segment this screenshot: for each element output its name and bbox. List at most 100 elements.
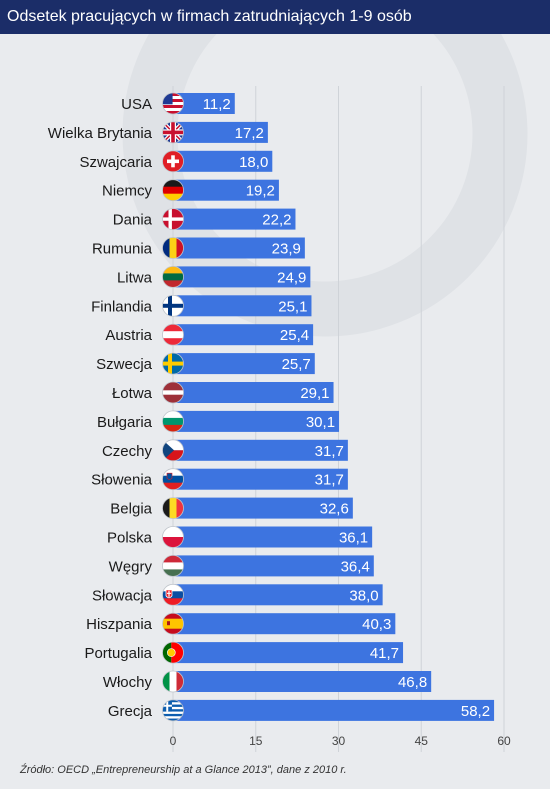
x-tick-label: 45 — [415, 734, 429, 748]
category-label: Rumunia — [92, 241, 153, 258]
bar-11 — [173, 382, 334, 403]
category-label: Dania — [113, 212, 153, 229]
value-label: 25,1 — [278, 298, 307, 315]
category-label: Grecja — [108, 703, 153, 720]
flag-dk-icon — [162, 208, 184, 231]
category-labels: USA Wielka Brytania Szwajcaria Niemcy Dania R… — [48, 96, 153, 720]
bar-19 — [173, 613, 396, 635]
value-label: 30,1 — [306, 414, 335, 431]
category-label: Austria — [105, 327, 152, 344]
bar-15 — [173, 497, 353, 519]
watermark-logo — [122, 34, 528, 337]
value-label: 24,9 — [277, 269, 306, 286]
category-label: Węgry — [109, 558, 153, 575]
flag-cz-icon — [162, 439, 184, 462]
bar-2 — [173, 121, 268, 143]
bar-5 — [173, 208, 296, 230]
value-label: 29,1 — [300, 385, 329, 402]
bar-21 — [173, 671, 432, 692]
value-label: 23,9 — [272, 241, 301, 258]
flag-de-icon — [162, 179, 184, 202]
flag-sk-icon — [162, 583, 184, 606]
bar-12 — [173, 410, 340, 432]
x-tick-label: 30 — [332, 734, 346, 748]
source-note: Źródło: OECD „Entrepreneurship at a Glan… — [20, 764, 347, 776]
value-label: 25,7 — [282, 356, 311, 373]
flag-us-icon — [162, 92, 184, 115]
value-label: 38,0 — [349, 587, 378, 604]
category-label: Finlandia — [91, 298, 153, 315]
bar-7 — [173, 266, 311, 288]
bar-14 — [173, 468, 348, 490]
flag-ro-icon — [162, 237, 184, 259]
flag-lv-icon — [162, 381, 184, 404]
flag-pt-icon — [162, 641, 184, 664]
flag-uk-icon — [162, 121, 184, 144]
value-label: 19,2 — [246, 183, 275, 200]
bar-8 — [173, 295, 312, 317]
category-label: Litwa — [117, 269, 153, 286]
x-tick-label: 0 — [170, 734, 177, 748]
flag-it-icon — [162, 670, 184, 693]
category-label: Belgia — [110, 501, 152, 518]
flag-lt-icon — [162, 265, 184, 288]
category-label: Niemcy — [102, 183, 153, 200]
flag-pl-icon — [162, 526, 184, 548]
category-label: Wielka Brytania — [48, 125, 153, 142]
value-label: 36,4 — [341, 558, 370, 575]
category-label: Czechy — [102, 443, 153, 460]
category-label: Łotwa — [112, 385, 153, 402]
value-label: 25,4 — [280, 327, 309, 344]
flag-bg-icon — [162, 410, 184, 433]
bar-20 — [173, 642, 404, 664]
category-label: Włochy — [103, 674, 153, 691]
flag-se-icon — [162, 352, 184, 375]
value-label: 40,3 — [362, 616, 391, 633]
value-label: 31,7 — [315, 472, 344, 489]
value-labels: 11,217,2 18,0 19,2 22,2 23,9 24,9 25,1 25,4 25,7… — [203, 96, 490, 720]
bar-17 — [173, 555, 374, 577]
flag-hu-icon — [162, 555, 184, 577]
category-label: Szwecja — [96, 356, 153, 373]
value-label: 17,2 — [235, 125, 264, 142]
x-tick-label: 15 — [249, 734, 263, 748]
flag-gr-icon — [162, 699, 184, 722]
value-label: 18,0 — [239, 154, 268, 171]
bar-16 — [173, 526, 373, 548]
category-label: Hiszpania — [86, 616, 153, 633]
category-label: Szwajcaria — [79, 154, 152, 171]
flag-ch-icon — [162, 150, 184, 173]
bar-10 — [173, 353, 315, 375]
bar-18 — [173, 584, 383, 606]
bar-22 — [173, 699, 495, 721]
chart-title: Odsetek pracujących w firmach zatrudniaj… — [0, 0, 550, 34]
value-label: 46,8 — [398, 674, 427, 691]
flag-si-icon — [162, 468, 184, 491]
value-label: 36,1 — [339, 530, 368, 547]
bar-9 — [173, 324, 314, 346]
category-label: Słowacja — [92, 587, 153, 604]
value-label: 11,2 — [203, 96, 231, 113]
flag-es-icon — [162, 612, 184, 635]
bar-1 — [173, 93, 235, 114]
category-label: USA — [121, 96, 152, 113]
value-label: 32,6 — [320, 501, 349, 518]
flag-at-icon — [162, 323, 184, 346]
value-label: 22,2 — [262, 212, 291, 229]
x-tick-label: 60 — [497, 734, 511, 748]
bar-6 — [173, 237, 305, 259]
value-label: 58,2 — [461, 703, 490, 720]
x-tick-labels: 0 15 30 45 60 — [170, 734, 511, 748]
bar-4 — [173, 179, 279, 201]
category-label: Bułgaria — [97, 414, 153, 431]
bar-chart: USA Wielka Brytania Szwajcaria Niemcy Dania R… — [48, 86, 511, 752]
bar-13 — [173, 439, 348, 461]
flag-be-icon — [162, 497, 184, 520]
flags — [162, 92, 184, 722]
flag-fi-icon — [162, 294, 184, 317]
category-label: Polska — [107, 530, 153, 547]
value-label: 41,7 — [370, 645, 399, 662]
value-label: 31,7 — [315, 443, 344, 460]
bars — [173, 93, 495, 721]
bar-3 — [173, 150, 273, 172]
